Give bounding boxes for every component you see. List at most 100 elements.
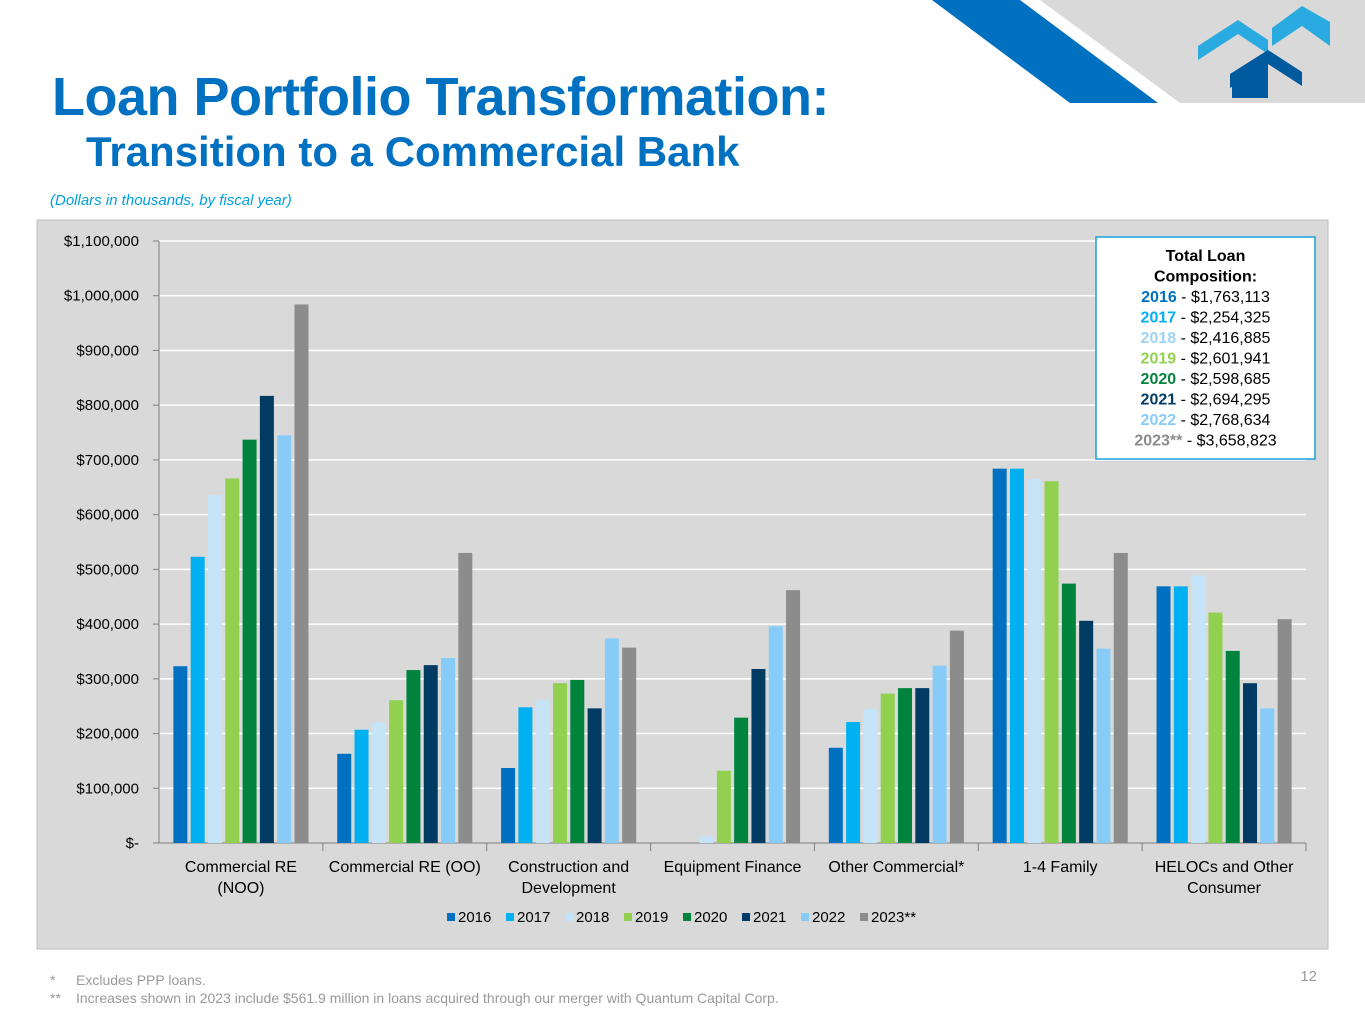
bar xyxy=(354,729,369,843)
x-tick-label: 1-4 Family xyxy=(1023,859,1098,876)
y-tick-label: $700,000 xyxy=(76,452,139,469)
footnote-mark: * xyxy=(50,972,56,988)
legend-swatch xyxy=(624,913,632,921)
footnote: * Excludes PPP loans. xyxy=(50,972,206,988)
bar xyxy=(423,665,438,843)
y-tick-label: $200,000 xyxy=(76,726,139,743)
footnote-mark: ** xyxy=(50,990,61,1006)
bar xyxy=(768,626,783,843)
bar xyxy=(294,304,309,843)
bar xyxy=(846,722,861,843)
bar xyxy=(1191,575,1206,843)
bar xyxy=(501,768,516,843)
legend-swatch xyxy=(742,913,750,921)
callout-entry: 2019 - $2,601,941 xyxy=(1141,351,1271,368)
callout-value: - $1,763,113 xyxy=(1177,289,1270,306)
page-title: Loan Portfolio Transformation: xyxy=(52,67,830,127)
bar xyxy=(1061,583,1076,843)
bar xyxy=(277,435,292,843)
callout-year: 2023** xyxy=(1134,433,1183,450)
x-tick-label: Construction and xyxy=(508,859,629,876)
footnote: ** Increases shown in 2023 include $561.9… xyxy=(50,990,779,1006)
company-logo-icon xyxy=(1198,6,1330,98)
callout-entry: 2016 - $1,763,113 xyxy=(1141,289,1270,306)
y-tick-label: $800,000 xyxy=(76,397,139,414)
callout-year: 2021 xyxy=(1141,392,1177,409)
legend-label: 2023** xyxy=(871,909,916,926)
callout-title: Composition: xyxy=(1154,269,1257,286)
bar xyxy=(880,693,895,843)
callout-year: 2018 xyxy=(1141,330,1177,347)
bar xyxy=(949,630,964,843)
legend-label: 2019 xyxy=(635,909,668,926)
bar xyxy=(863,708,878,843)
legend-swatch xyxy=(506,913,514,921)
x-tick-label: Commercial RE (OO) xyxy=(329,859,481,876)
x-tick-label: Equipment Finance xyxy=(664,859,802,876)
bar xyxy=(1009,468,1024,843)
bar xyxy=(1096,648,1111,843)
bar xyxy=(622,647,637,843)
x-tick-label: (NOO) xyxy=(217,880,264,897)
bar xyxy=(992,468,1007,843)
legend-swatch xyxy=(860,913,868,921)
x-tick-label: Consumer xyxy=(1187,880,1261,897)
callout-value: - $2,598,685 xyxy=(1176,371,1270,388)
bar xyxy=(259,395,274,843)
bar xyxy=(932,665,947,843)
total-composition-callout xyxy=(1095,236,1316,460)
bar xyxy=(1277,619,1292,843)
bar xyxy=(828,747,843,843)
legend-label: 2020 xyxy=(694,909,727,926)
bar xyxy=(458,552,473,843)
header-decoration xyxy=(932,0,1365,103)
legend-swatch xyxy=(447,913,455,921)
bar xyxy=(1243,683,1258,843)
bar xyxy=(1079,620,1094,843)
y-tick-label: $300,000 xyxy=(76,671,139,688)
callout-entry: 2017 - $2,254,325 xyxy=(1141,310,1271,327)
header-blue-stripe xyxy=(932,0,1158,103)
bar xyxy=(716,770,731,843)
callout-value: - $2,254,325 xyxy=(1176,310,1270,327)
bar xyxy=(915,688,930,843)
callout-entry: 2022 - $2,768,634 xyxy=(1141,412,1271,429)
callout-value: - $2,768,634 xyxy=(1176,412,1270,429)
bar xyxy=(699,836,714,843)
y-tick-label: $600,000 xyxy=(76,507,139,524)
x-tick-label: Development xyxy=(522,880,617,897)
callout-year: 2020 xyxy=(1141,371,1177,388)
units-note: (Dollars in thousands, by fiscal year) xyxy=(50,192,292,209)
bar xyxy=(587,708,602,843)
callout-entry: 2023** - $3,658,823 xyxy=(1134,433,1276,450)
legend-swatch xyxy=(801,913,809,921)
legend-label: 2021 xyxy=(753,909,786,926)
bar xyxy=(518,707,533,843)
legend-swatch xyxy=(565,913,573,921)
y-tick-label: $- xyxy=(126,835,139,852)
bar xyxy=(242,439,257,843)
x-tick-label: Commercial RE xyxy=(185,859,297,876)
footnote-text: Excludes PPP loans. xyxy=(76,972,206,988)
callout-entry: 2021 - $2,694,295 xyxy=(1141,392,1271,409)
bar xyxy=(1027,479,1042,843)
legend-label: 2017 xyxy=(517,909,550,926)
bar xyxy=(173,666,188,843)
callout-value: - $2,416,885 xyxy=(1176,330,1270,347)
bar xyxy=(570,679,585,843)
bar xyxy=(1156,586,1171,843)
footnote-text: Increases shown in 2023 include $561.9 m… xyxy=(76,990,779,1006)
x-tick-label: HELOCs and Other xyxy=(1155,859,1294,876)
y-tick-label: $100,000 xyxy=(76,780,139,797)
bar xyxy=(1113,552,1128,843)
callout-value: - $2,601,941 xyxy=(1176,351,1270,368)
y-tick-label: $900,000 xyxy=(76,342,139,359)
bar xyxy=(898,688,913,843)
bar xyxy=(751,668,766,843)
y-tick-label: $1,100,000 xyxy=(64,233,139,250)
callout-entry: 2020 - $2,598,685 xyxy=(1141,371,1271,388)
bar xyxy=(441,658,456,843)
bar xyxy=(371,722,386,843)
callout-year: 2016 xyxy=(1141,289,1177,306)
bar xyxy=(1225,650,1240,843)
